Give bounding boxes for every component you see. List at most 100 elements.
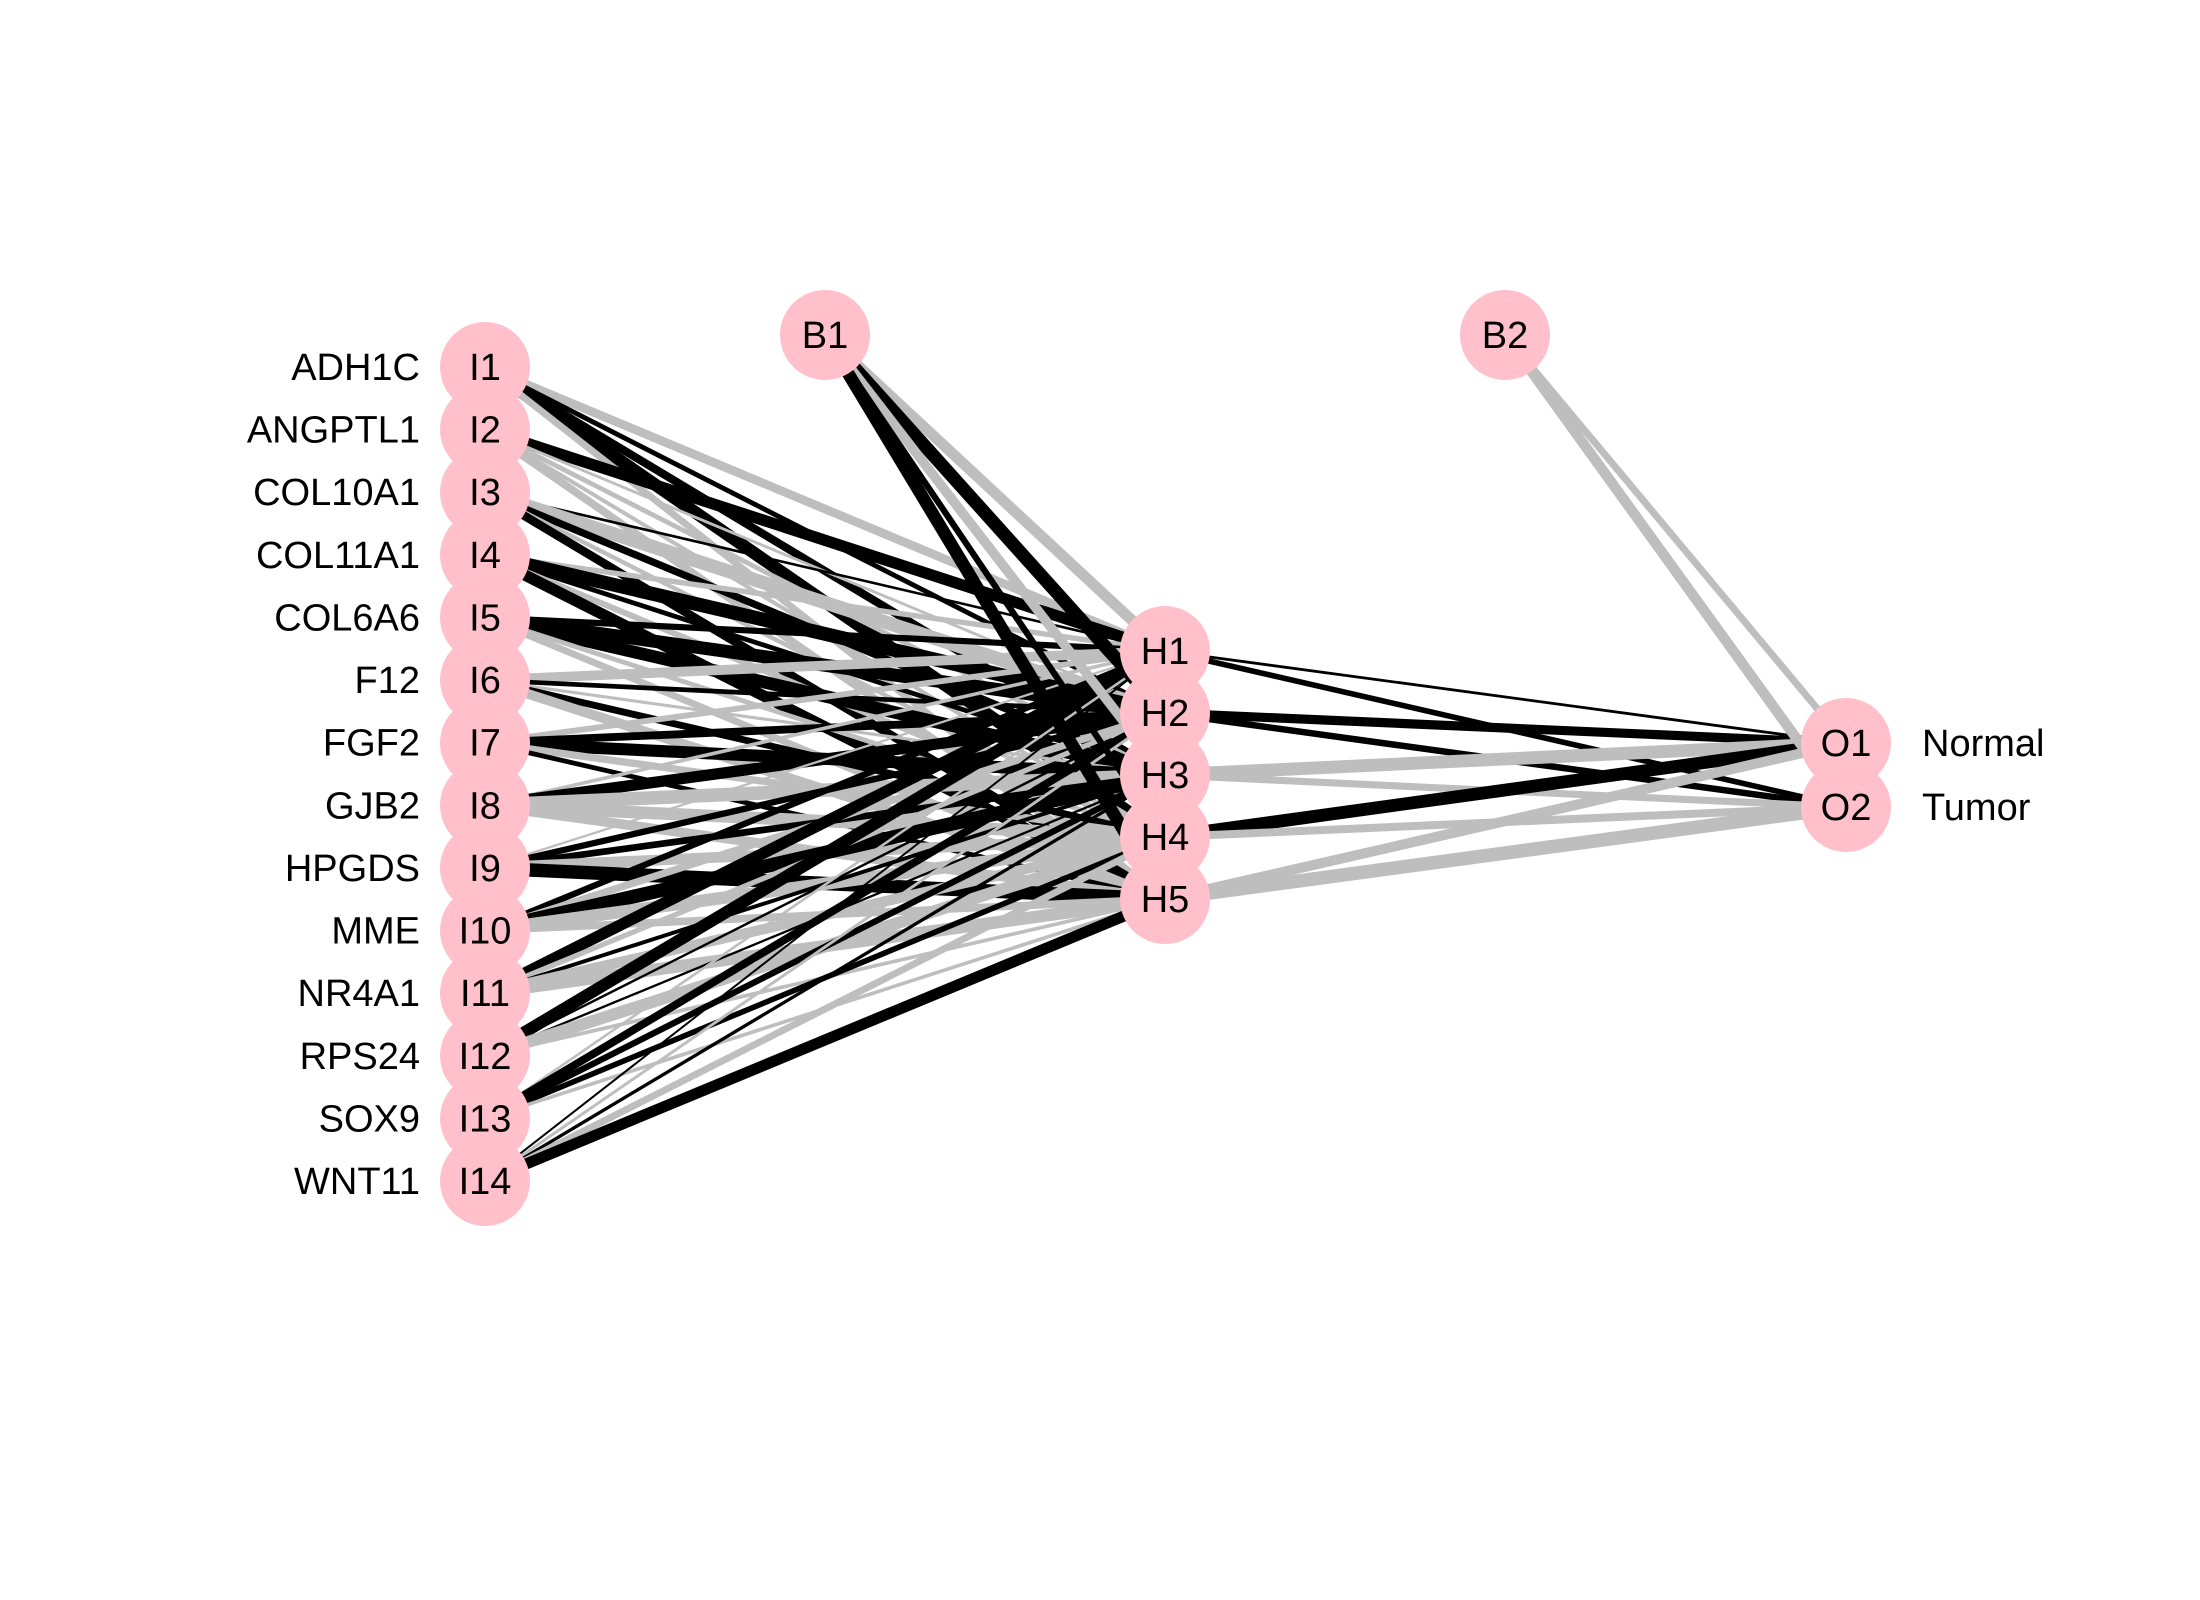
edge-I14-H1 (484, 650, 1166, 1182)
output-variable-label: Normal (1922, 723, 2044, 765)
edge-I14-H5 (482, 893, 1168, 1187)
node-circle (440, 1010, 530, 1101)
node-id-label: H5 (1141, 879, 1190, 921)
node-circle (440, 635, 530, 726)
node-circle (440, 509, 530, 600)
node-id-label: I12 (459, 1036, 512, 1078)
node-h3: H3 (1120, 730, 1210, 820)
node-id-label: H4 (1141, 817, 1190, 859)
edge-I14-H3 (484, 773, 1166, 1183)
edge-H4-O1 (1164, 736, 1847, 844)
node-id-label: H1 (1141, 631, 1190, 673)
node-circle (1120, 792, 1210, 882)
node-circle (1120, 854, 1210, 944)
node-id-label: I14 (459, 1161, 512, 1203)
variable-labels: ADH1C ANGPTL1 COL10A1 COL11A1 COL6A6 F12 FGF2 G… (247, 347, 2045, 1203)
input-variable-label: FGF2 (323, 723, 420, 765)
node-id-label: I13 (459, 1098, 512, 1140)
input-variable-label: F12 (355, 660, 420, 702)
node-circle (440, 1073, 530, 1164)
node-circle (1120, 668, 1210, 758)
node-id-label: I9 (469, 848, 501, 890)
node-i14: I14 (440, 1136, 530, 1226)
input-variable-label: WNT11 (294, 1161, 420, 1203)
node-id-label: I7 (469, 723, 501, 765)
input-variable-label: NR4A1 (298, 973, 421, 1015)
input-variable-label: COL10A1 (253, 472, 420, 514)
edge-I13-H1 (484, 649, 1166, 1120)
edge-I14-H2 (484, 711, 1166, 1183)
node-i5: I5 (440, 572, 530, 663)
node-id-label: I11 (460, 973, 510, 1015)
node-i7: I7 (440, 697, 530, 788)
node-circle (440, 1136, 530, 1226)
node-circle (1460, 290, 1550, 380)
node-id-label: H3 (1141, 755, 1190, 797)
node-b1: B1 (780, 290, 870, 380)
node-i12: I12 (440, 1010, 530, 1101)
node-id-label: H2 (1141, 693, 1190, 735)
node-b2: B2 (1460, 290, 1550, 380)
edge-H5-O1 (1163, 738, 1848, 904)
edge-B1-H1 (821, 331, 1169, 655)
input-variable-label: SOX9 (319, 1098, 420, 1140)
edge-B2-O1 (1502, 332, 1849, 746)
input-variable-label: RPS24 (300, 1036, 420, 1078)
node-i3: I3 (440, 447, 530, 538)
input-variable-label: MME (331, 911, 420, 953)
node-id-label: I2 (469, 410, 501, 452)
node-id-label: O1 (1821, 723, 1872, 765)
edge-H5-O2 (1164, 800, 1847, 906)
input-variable-label: ANGPTL1 (247, 410, 420, 452)
input-variable-label: GJB2 (325, 785, 420, 827)
node-circle (440, 697, 530, 788)
node-i9: I9 (440, 822, 530, 913)
node-id-label: I3 (469, 472, 501, 514)
node-i8: I8 (440, 760, 530, 851)
edge-B1-H5 (819, 331, 1171, 903)
node-circle (1801, 762, 1891, 852)
node-id-label: B2 (1482, 315, 1528, 357)
edge-I5-H1 (484, 614, 1166, 655)
node-id-label: I1 (469, 347, 501, 389)
edge-I14-H4 (483, 833, 1167, 1185)
node-circle (440, 885, 530, 976)
node-id-label: I4 (469, 535, 501, 577)
node-circle (440, 384, 530, 475)
node-circle (440, 948, 530, 1039)
connection-edges (481, 330, 1851, 1187)
edge-B1-H3 (821, 332, 1169, 778)
node-o2: O2 (1801, 762, 1891, 852)
node-circle (1801, 698, 1891, 788)
node-i2: I2 (440, 384, 530, 475)
network-nodes: I1 I2 I3 I4 I5 I6 I7 I8 I9 I10 I11 I12 I13 I14 H1 H2 H3 H… (440, 290, 1891, 1226)
output-variable-label: Tumor (1922, 787, 2031, 829)
input-variable-label: ADH1C (291, 347, 420, 389)
node-h4: H4 (1120, 792, 1210, 882)
node-circle (1120, 606, 1210, 696)
node-i11: I11 (440, 948, 530, 1039)
input-variable-label: COL6A6 (274, 597, 420, 639)
node-h1: H1 (1120, 606, 1210, 696)
edge-H2-O1 (1164, 708, 1847, 748)
node-i1: I1 (440, 322, 530, 412)
input-variable-label: HPGDS (285, 848, 420, 890)
edge-I10-H1 (483, 648, 1167, 934)
edge-B1-H2 (820, 330, 1170, 718)
node-o1: O1 (1801, 698, 1891, 788)
edge-I6-H1 (484, 646, 1166, 685)
edge-H3-O1 (1164, 736, 1847, 782)
node-h5: H5 (1120, 854, 1210, 944)
node-circle (440, 322, 530, 412)
edge-I9-H1 (484, 649, 1166, 870)
node-i13: I13 (440, 1073, 530, 1164)
node-circle (440, 447, 530, 538)
node-id-label: I8 (469, 785, 501, 827)
node-circle (1120, 730, 1210, 820)
edge-B2-O2 (1500, 331, 1851, 811)
edge-H1-O1 (1164, 649, 1847, 745)
edge-I8-H1 (484, 649, 1166, 808)
node-id-label: I5 (469, 597, 501, 639)
node-i4: I4 (440, 509, 530, 600)
